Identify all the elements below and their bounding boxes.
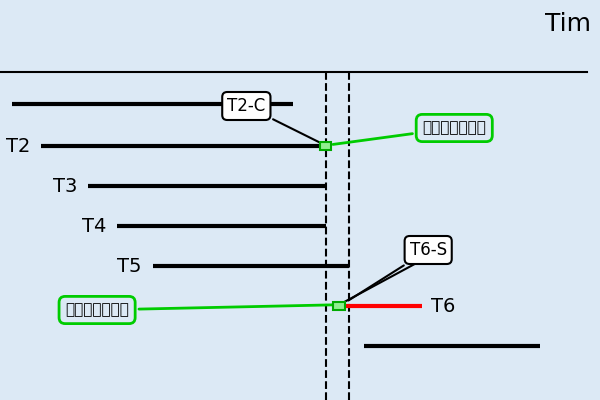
- Text: T2-C: T2-C: [227, 97, 322, 144]
- FancyBboxPatch shape: [333, 302, 345, 310]
- Text: T6: T6: [431, 296, 455, 316]
- Text: T5: T5: [118, 256, 142, 276]
- Text: T4: T4: [82, 216, 106, 236]
- Text: T3: T3: [53, 176, 77, 196]
- Text: 不确定时间窗口: 不确定时间窗口: [65, 302, 333, 318]
- Text: 不确定时间窗口: 不确定时间窗口: [333, 120, 486, 144]
- FancyBboxPatch shape: [320, 142, 331, 150]
- Text: T6-S: T6-S: [349, 241, 447, 300]
- Text: T2: T2: [6, 136, 30, 156]
- Text: Tim: Tim: [545, 12, 592, 36]
